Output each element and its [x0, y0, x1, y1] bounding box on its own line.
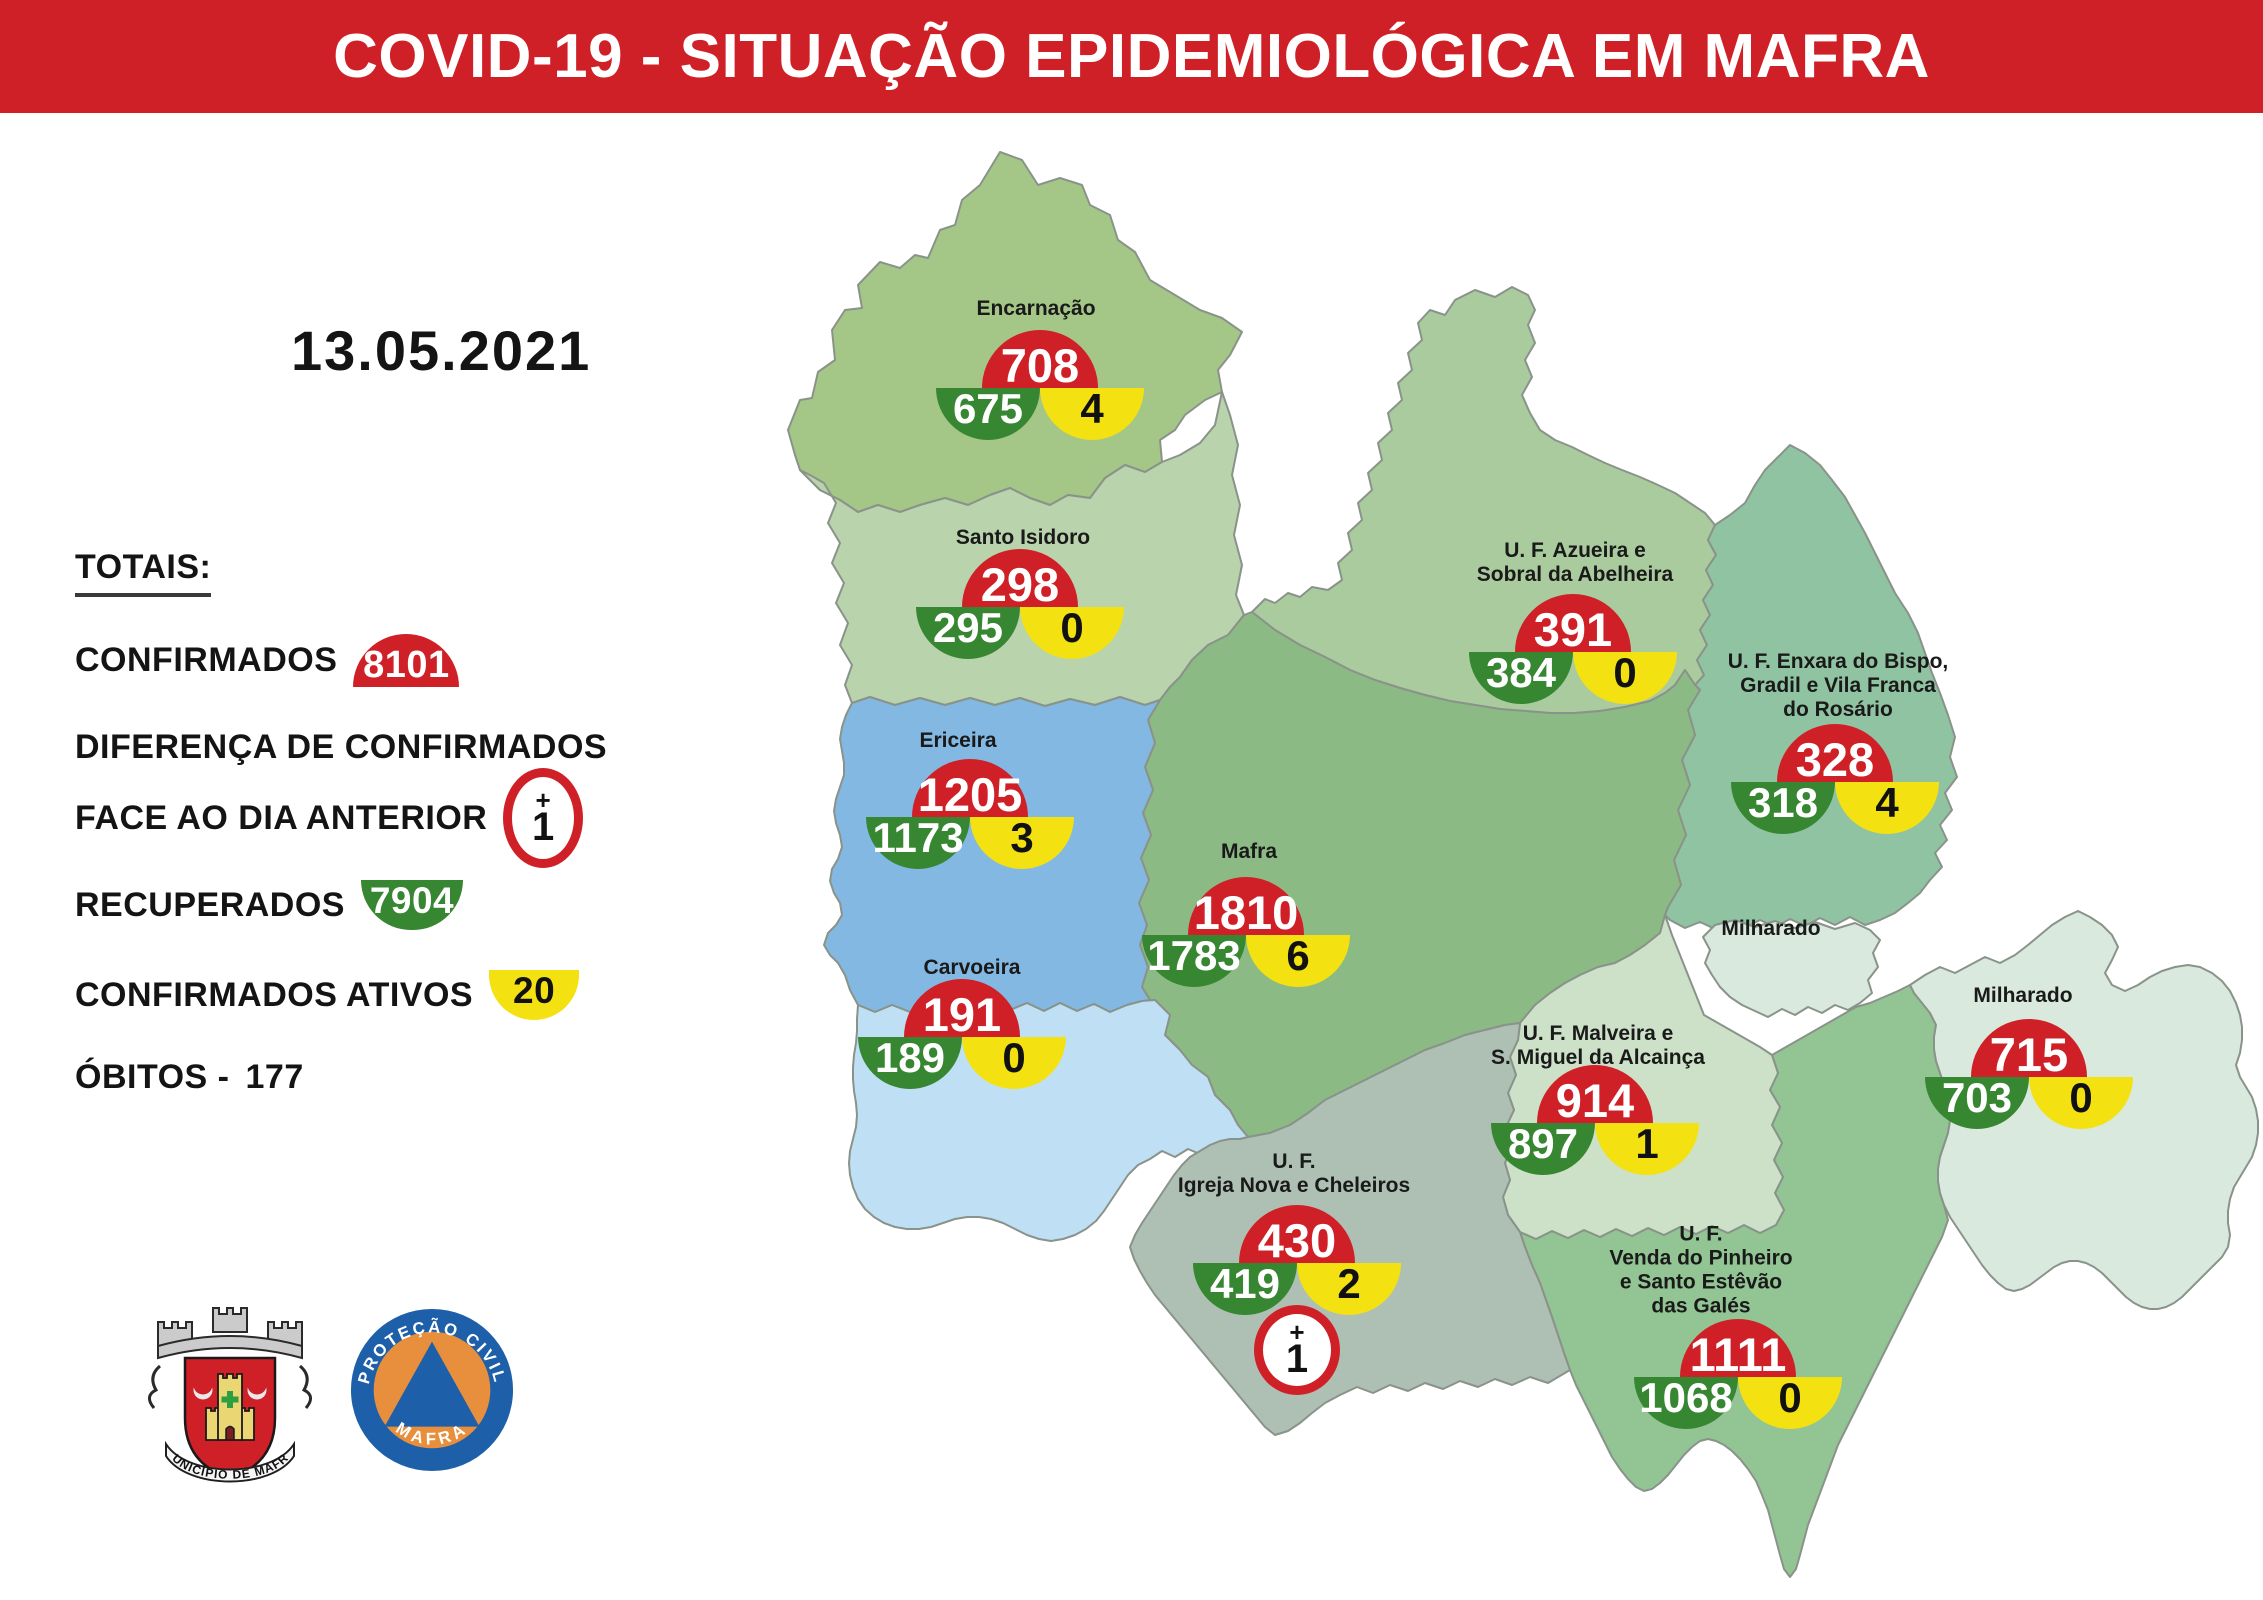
region-shape-milharado: [1909, 910, 2259, 1310]
diff-circle-badge: + 1: [503, 768, 584, 868]
recovered-label: RECUPERADOS: [75, 885, 345, 924]
deaths-label: ÓBITOS -: [75, 1058, 230, 1096]
confirmed-label: CONFIRMADOS: [75, 641, 338, 679]
active-total-badge: 20: [489, 970, 580, 1020]
diff-label-line1: DIFERENÇA DE CONFIRMADOS: [75, 728, 608, 766]
protecao-civil-mafra-logo: PROTEÇÃO CIVIL MAFRA: [350, 1308, 514, 1472]
mafra-municipality-map: [787, 151, 2259, 1578]
diff-value-row: FACE AO DIA ANTERIOR + 1: [75, 768, 584, 868]
active-label: CONFIRMADOS ATIVOS: [75, 975, 474, 1014]
deaths-row: ÓBITOS - 177: [75, 1058, 304, 1097]
active-row: CONFIRMADOS ATIVOS 20: [75, 970, 580, 1020]
diff-value: 1: [531, 805, 555, 850]
recovered-total-badge: 7904: [360, 880, 463, 930]
report-date: 13.05.2021: [291, 319, 592, 382]
region-shape-milharado-exclave: [1702, 919, 1881, 1018]
diff-label-line2: FACE AO DIA ANTERIOR: [75, 798, 488, 837]
confirmed-total-badge: 8101: [353, 634, 460, 687]
municipio-de-mafra-crest-logo: MUNICÍPIO DE MAFRA: [130, 1296, 312, 1483]
region-shape-azueira: [1251, 286, 1717, 714]
page-title: COVID-19 - SITUAÇÃO EPIDEMIOLÓGICA EM MA…: [333, 22, 1930, 91]
deaths-total: 177: [245, 1058, 304, 1096]
diff-plus-sign: +: [535, 784, 552, 815]
confirmed-row: CONFIRMADOS 8101: [75, 634, 460, 687]
totals-heading: TOTAIS:: [75, 548, 212, 597]
diff-label-row: DIFERENÇA DE CONFIRMADOS: [75, 728, 607, 767]
region-shape-ericeira: [823, 696, 1161, 1013]
header-banner: COVID-19 - SITUAÇÃO EPIDEMIOLÓGICA EM MA…: [0, 0, 2263, 113]
totals-heading-row: TOTAIS:: [75, 548, 212, 597]
recovered-row: RECUPERADOS 7904: [75, 880, 463, 930]
